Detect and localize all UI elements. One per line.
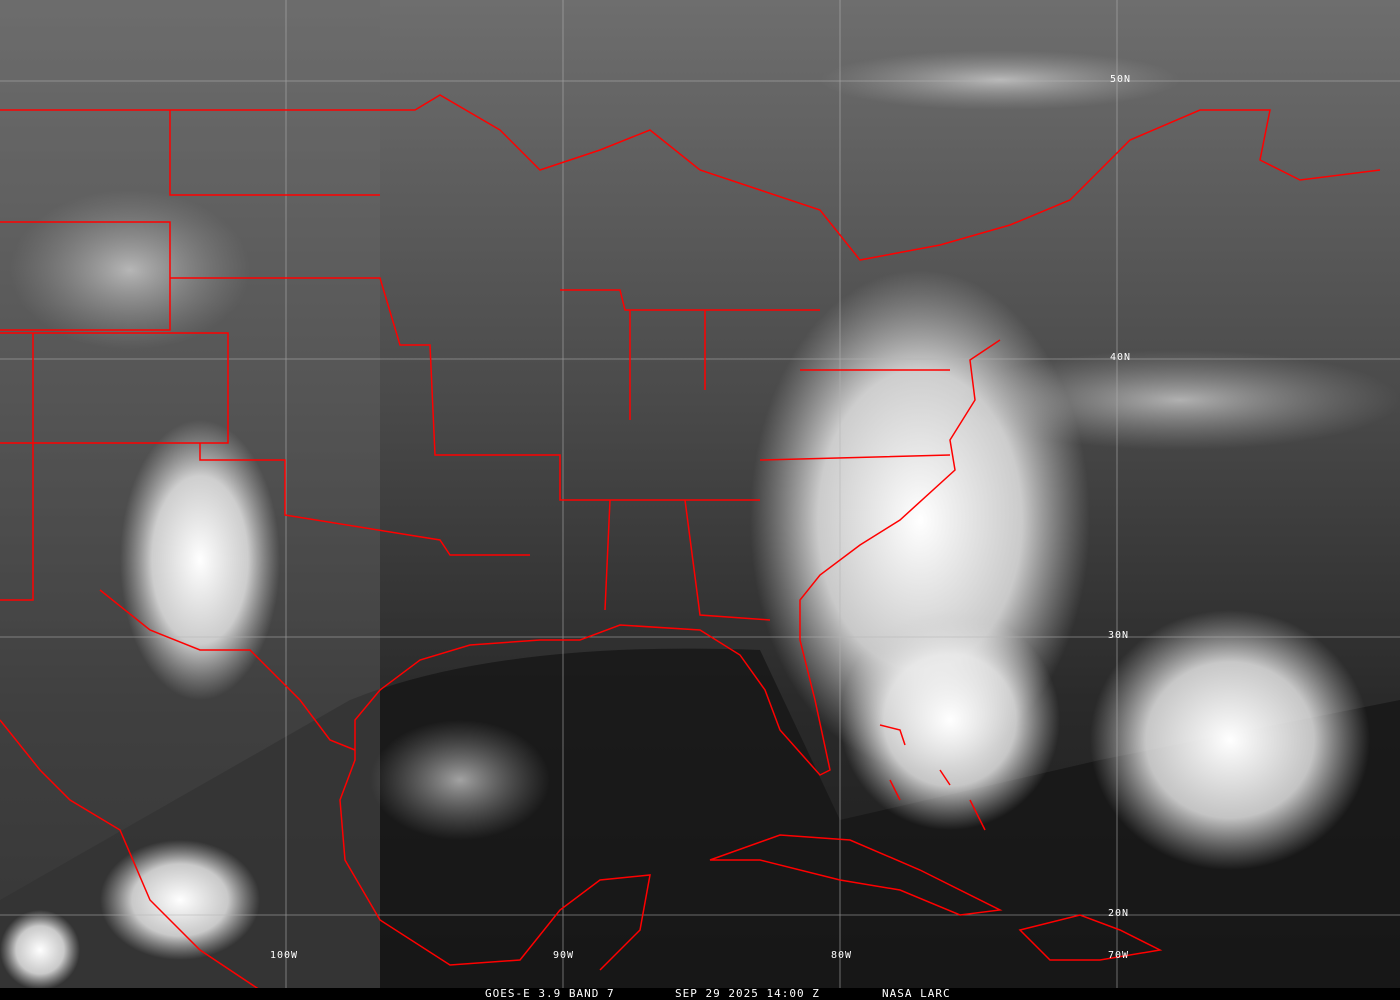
mexico-pacific-coast <box>0 719 261 991</box>
lat-label-20n: 20N <box>1108 908 1130 919</box>
plains-cloud <box>10 190 250 350</box>
lon-label-90w: 90W <box>553 950 575 961</box>
lon-label-100w: 100W <box>270 950 299 961</box>
us-east-gulf-coastline <box>339 339 1001 971</box>
cuba-outline <box>709 834 1003 916</box>
credit-label: NASA LARC <box>882 987 951 1000</box>
info-bar: GOES-E 3.9 BAND 7 SEP 29 2025 14:00 Z NA… <box>0 988 1400 1000</box>
band-label: GOES-E 3.9 BAND 7 <box>485 987 615 1000</box>
gulf-cloud <box>370 720 550 840</box>
ocean-region <box>0 648 1400 990</box>
canada-cloud <box>820 50 1180 110</box>
timestamp: SEP 29 2025 14:00 Z <box>675 987 820 1000</box>
texas-cloud <box>120 420 280 700</box>
lon-label-80w: 80W <box>831 950 853 961</box>
mexico-cloud <box>100 840 260 960</box>
lat-label-30n: 30N <box>1108 630 1130 641</box>
pacific-cloud <box>0 910 80 990</box>
us-canada-border <box>0 94 1381 261</box>
us-mexico-border <box>99 589 356 751</box>
cloud-band <box>960 350 1400 450</box>
lat-label-40n: 40N <box>1110 352 1132 363</box>
lon-label-70w: 70W <box>1108 950 1130 961</box>
tropical-storm-cloud <box>840 610 1060 830</box>
hispaniola-outline <box>1018 914 1163 961</box>
hurricane-cloud <box>1090 610 1370 870</box>
state-borders <box>0 110 951 621</box>
political-borders <box>0 94 1381 991</box>
cloud-layer <box>0 50 1400 990</box>
bahamas-outline <box>879 724 986 831</box>
lat-label-50n: 50N <box>1110 74 1132 85</box>
